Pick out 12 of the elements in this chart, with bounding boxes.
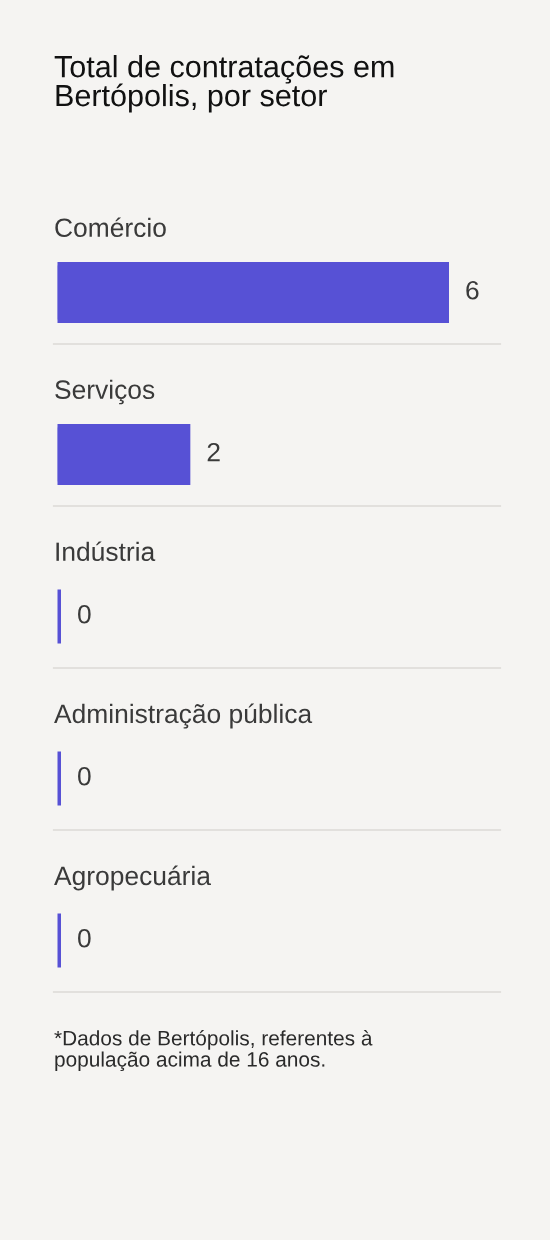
text: *Dados de Bertópolis, referentes à população acima de 16 anos. — [54, 1030, 373, 1071]
data-label: 6 — [466, 280, 479, 300]
y-tick-label: Indústria — [56, 541, 156, 562]
data-label: 0 — [78, 928, 91, 948]
y-tick-label: Agropecuária — [54, 865, 211, 891]
chart-title: Total de contratações em Bertópolis, por setor — [54, 55, 394, 113]
y-tick-label: Administração pública — [54, 703, 313, 729]
data-label: 0 — [78, 766, 91, 786]
data-label: 2 — [207, 442, 220, 462]
data-label: 0 — [78, 604, 91, 624]
y-tick-label: Comércio — [55, 217, 166, 238]
y-tick-label: Serviços — [55, 379, 155, 405]
